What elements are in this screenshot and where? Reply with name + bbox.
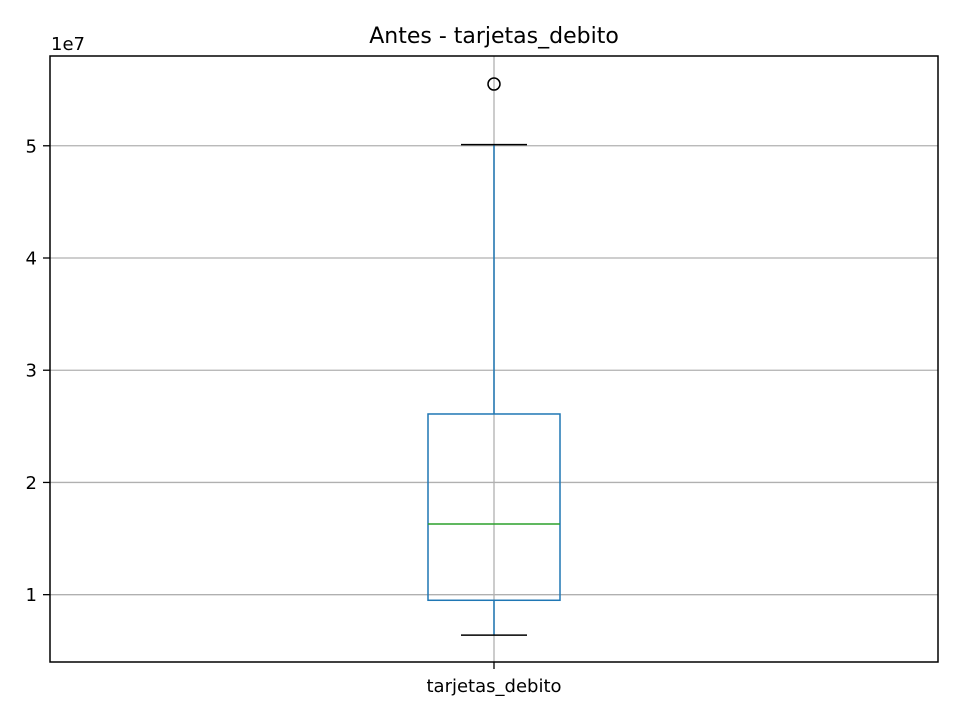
box-elements <box>427 77 561 636</box>
outlier-point <box>487 77 501 91</box>
x-axis: tarjetas_debito <box>426 662 562 697</box>
y-axis: 1 2 3 4 5 <box>26 136 50 606</box>
y-tick-label: 1 <box>26 585 37 606</box>
y-axis-offset-label: 1e7 <box>51 34 85 55</box>
x-tick-label: tarjetas_debito <box>426 676 561 697</box>
y-tick-label: 2 <box>26 473 37 494</box>
chart-title: Antes - tarjetas_debito <box>369 24 619 49</box>
y-tick-label: 4 <box>26 249 37 270</box>
y-tick-label: 3 <box>26 361 37 382</box>
iqr-box <box>427 413 561 602</box>
y-tick-label: 5 <box>26 136 37 157</box>
